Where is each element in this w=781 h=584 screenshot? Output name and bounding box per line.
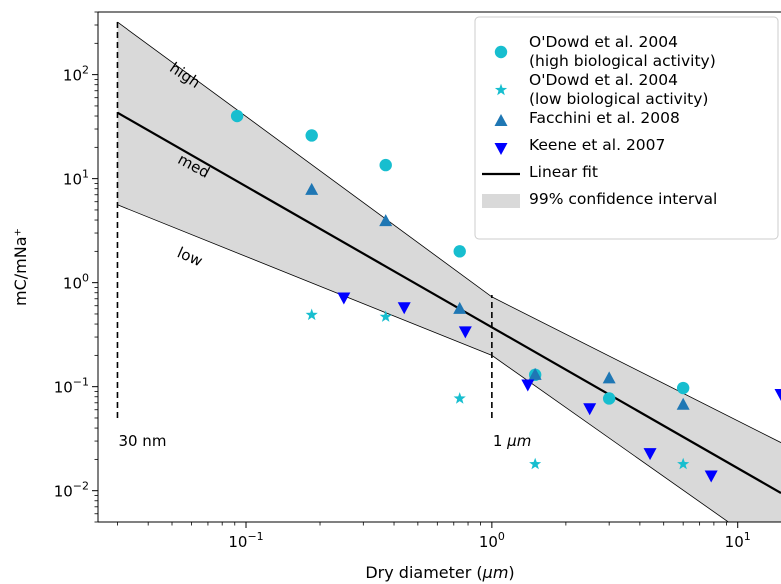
legend-label-0-1: (high biological activity) — [529, 52, 716, 70]
point-s0-2 — [379, 158, 392, 172]
point-s0-5 — [602, 392, 616, 405]
fit-line — [116, 111, 781, 494]
point-s2-4 — [602, 371, 616, 384]
legend-marker-1 — [494, 83, 508, 96]
legend-label-1-0: O'Dowd et al. 2004 — [529, 71, 678, 89]
y-axis-label: mC/mNa⁺ — [11, 228, 30, 306]
legend-label-fit-0: Linear fit — [529, 163, 598, 181]
point-s0-6 — [676, 381, 690, 395]
y-tick-label-0: 10−2 — [54, 480, 89, 501]
curve-label-low: low — [175, 243, 206, 270]
x-tick-label-0: 10−1 — [228, 530, 263, 551]
point-s2-0 — [305, 182, 319, 195]
legend-label-ci-0: 99% confidence interval — [529, 190, 717, 208]
legend-marker-3 — [494, 143, 508, 155]
point-s0-3 — [453, 245, 466, 258]
point-s1-0 — [305, 308, 318, 321]
legend-label-0-0: O'Dowd et al. 2004 — [529, 33, 678, 51]
y-tick-label-1: 10−1 — [54, 376, 89, 397]
x-axis-label: Dry diameter (μm) — [365, 563, 514, 582]
confidence-lower-line — [117, 204, 730, 522]
point-s3-4 — [583, 403, 597, 416]
y-tick-label-4: 102 — [63, 64, 89, 85]
point-s2-1 — [379, 214, 393, 227]
legend-label-3-0: Keene et al. 2007 — [529, 136, 665, 154]
legend-marker-0 — [494, 45, 508, 59]
legend-marker-2 — [494, 114, 508, 126]
point-s3-7 — [774, 389, 781, 402]
point-s3-2 — [458, 326, 472, 339]
point-s3-0 — [337, 292, 351, 305]
point-s3-6 — [704, 470, 718, 483]
point-s2-3 — [528, 367, 542, 380]
y-tick-label-3: 101 — [63, 168, 89, 189]
x-tick-label-2: 101 — [725, 530, 751, 551]
point-s2-5 — [676, 397, 690, 410]
point-s0-0 — [230, 109, 244, 123]
point-s0-1 — [305, 129, 318, 142]
point-s3-5 — [643, 448, 657, 461]
vline-label-1: 1 μm — [493, 432, 531, 450]
point-s1-4 — [677, 457, 690, 470]
point-s1-3 — [529, 457, 542, 470]
point-s1-1 — [379, 310, 392, 322]
legend-label-2-0: Facchini et al. 2008 — [529, 109, 680, 127]
point-s3-3 — [521, 379, 535, 392]
y-tick-label-2: 100 — [63, 272, 89, 293]
legend-label-1-1: (low biological activity) — [529, 90, 708, 108]
vline-label-0: 30 nm — [118, 432, 166, 450]
point-s1-2 — [453, 392, 466, 404]
legend-ci-patch — [482, 194, 520, 208]
point-s2-2 — [453, 301, 467, 314]
legend-box — [474, 16, 779, 240]
point-s3-1 — [397, 302, 411, 315]
x-tick-label-1: 100 — [479, 530, 505, 551]
